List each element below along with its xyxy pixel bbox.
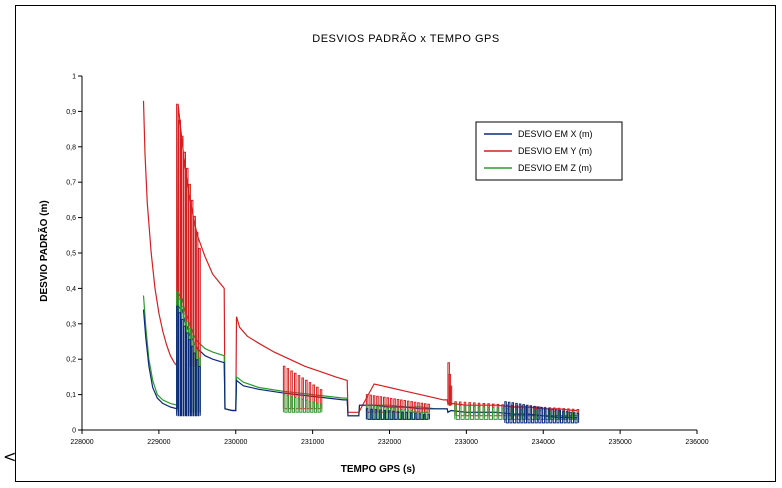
series-spikes [282, 365, 323, 410]
legend-label: DESVIO EM Y (m) [518, 146, 592, 156]
series-spikes [447, 362, 453, 406]
chart-title: DESVIOS PADRÃO x TEMPO GPS [312, 32, 499, 45]
y-tick-label: 0 [72, 428, 76, 435]
y-tick-label: 0,2 [66, 357, 76, 364]
series-spikes [365, 408, 430, 420]
x-tick-label: 232000 [378, 439, 401, 446]
x-tick-label: 233000 [455, 439, 478, 446]
chart-svg: DESVIOS PADRÃO x TEMPO GPS 0 0,1 0,2 0,3 0,4… [37, 32, 709, 475]
corner-mark: < [3, 447, 17, 466]
x-tick-label: 229000 [147, 439, 170, 446]
y-tick-label: 0,1 [66, 392, 76, 399]
x-tick-label: 234000 [532, 439, 555, 446]
series-spikes [365, 394, 430, 413]
x-tick-label: 228000 [70, 439, 93, 446]
x-tick-label: 235000 [608, 439, 631, 446]
series-spikes [176, 305, 201, 417]
y-tick-label: 0,8 [66, 144, 76, 151]
y-tick-label: 0,6 [66, 215, 76, 222]
chart-frame: DESVIOS PADRÃO x TEMPO GPS 0 0,1 0,2 0,3 0,4… [15, 5, 776, 482]
x-tick-label: 230000 [224, 439, 247, 446]
series-spikes [282, 394, 323, 413]
legend-label: DESVIO EM X (m) [518, 129, 593, 139]
y-tick-label: 0,5 [66, 251, 76, 258]
plot-area: 0 0,1 0,2 0,3 0,4 0,5 0,6 0,7 0,8 0,9 1 228000 22900… [66, 74, 709, 447]
y-tick-label: 1 [72, 74, 76, 81]
legend-label: DESVIO EM Z (m) [518, 163, 592, 173]
x-tick-label: 231000 [301, 439, 324, 446]
x-axis-label: TEMPO GPS (s) [341, 464, 415, 475]
x-tick-label: 236000 [685, 439, 708, 446]
y-tick-label: 0,9 [66, 109, 76, 116]
y-tick-label: 0,4 [66, 286, 76, 293]
y-tick-label: 0,7 [66, 180, 76, 187]
series-line-z [142, 291, 578, 419]
y-axis-label: DESVIO PADRÃO (m) [37, 200, 50, 302]
series-spikes [504, 401, 580, 424]
series-line-x [142, 304, 578, 419]
y-tick-label: 0,3 [66, 321, 76, 328]
